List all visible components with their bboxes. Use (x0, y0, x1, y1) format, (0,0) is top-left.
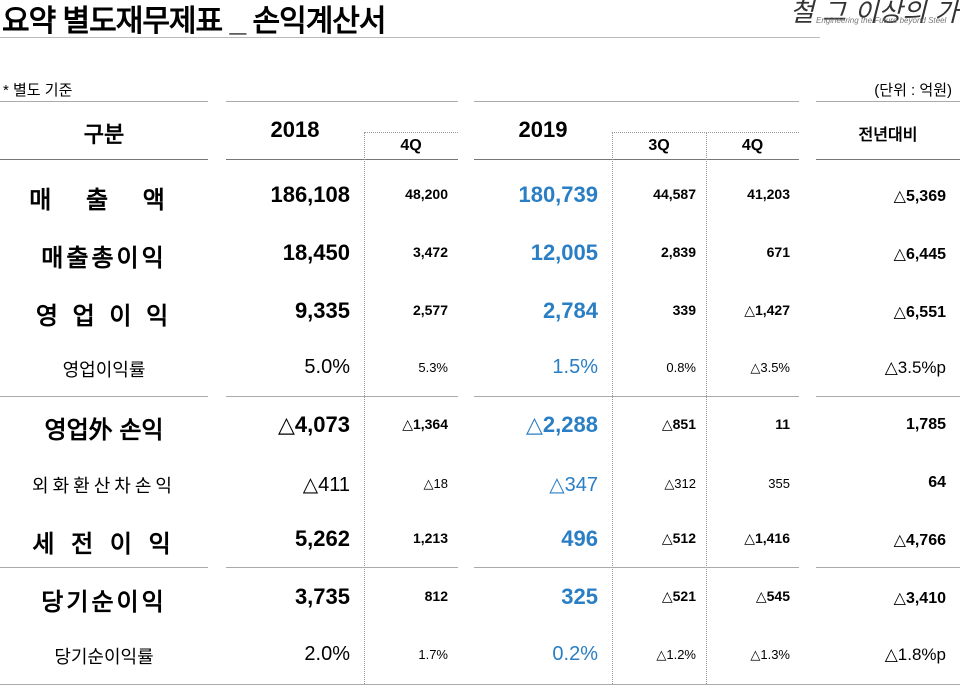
logo-tagline: Engineering the Future beyond Steel (816, 16, 947, 25)
group-divider (816, 567, 960, 568)
operating-margin-yoy: △3.5%p (884, 358, 946, 377)
net-margin-2018-4q: 1.7% (418, 647, 448, 662)
gross-profit-yoy: △6,445 (893, 246, 946, 263)
group-divider (474, 396, 799, 397)
header-2018: 2018 (270, 117, 320, 142)
net-income-2018-4q: 812 (424, 588, 448, 604)
column-divider (364, 132, 365, 684)
operating-margin-2019-4q: △3.5% (750, 360, 790, 375)
net-margin-yoy: △1.8%p (884, 645, 946, 664)
operating-profit-2018: 9,335 (294, 298, 350, 323)
pretax-profit-2018-4q: 1,213 (412, 530, 448, 546)
header-2019-3q: 3Q (648, 137, 670, 154)
basis-note: * 별도 기준 (3, 82, 73, 99)
revenue-2019: 180,739 (518, 182, 598, 207)
header-yoy: 전년대비 (858, 127, 918, 144)
operating-profit-2019-4q: △1,427 (744, 302, 790, 318)
operating-margin-2019: 1.5% (552, 356, 598, 378)
non-operating-2019-3q: △851 (661, 416, 696, 432)
operating-margin-2019-3q: 0.8% (666, 360, 696, 375)
net-margin-2019-3q: △1.2% (656, 647, 696, 662)
header-rule (0, 101, 208, 102)
row-label-net-income: 당기순이익 (41, 589, 167, 616)
pretax-profit-2019: 496 (561, 526, 598, 551)
header-2018-4q: 4Q (400, 137, 422, 154)
gross-profit-2019: 12,005 (530, 240, 598, 265)
fx-translation-2019: △347 (549, 474, 598, 496)
header-bottom-rule (474, 159, 799, 160)
row-label-fx-translation: 외화환산차손익 (32, 476, 176, 496)
revenue-2019-3q: 44,587 (653, 186, 696, 202)
group-divider (474, 567, 799, 568)
title-divider (0, 37, 820, 38)
operating-margin-2018-4q: 5.3% (418, 360, 448, 375)
non-operating-2019: △2,288 (526, 412, 598, 437)
logo-slogan: 철 그 이상의 가치창조 (790, 0, 960, 28)
header-2019: 2019 (518, 117, 568, 142)
row-label-operating-margin: 영업이익률 (62, 360, 146, 380)
operating-profit-yoy: △6,551 (893, 304, 946, 321)
group-divider (816, 396, 960, 397)
operating-profit-2019: 2,784 (542, 298, 598, 323)
pretax-profit-2019-3q: △512 (661, 530, 696, 546)
gross-profit-2019-3q: 2,839 (660, 244, 696, 260)
row-label-non-operating: 영업外 손익 (44, 417, 164, 444)
group-divider (226, 567, 458, 568)
group-divider (0, 396, 208, 397)
net-income-yoy: △3,410 (893, 590, 946, 607)
revenue-2019-4q: 41,203 (747, 186, 790, 202)
page-title: 요약 별도재무제표 _ 손익계산서 (2, 5, 386, 38)
gross-profit-2019-4q: 671 (766, 244, 790, 260)
pretax-profit-2018: 5,262 (294, 526, 350, 551)
company-logo: 철 그 이상의 가치창조 Engineering the Future beyo… (780, 0, 960, 36)
header-bottom-rule (0, 159, 208, 160)
header-2019-4q: 4Q (741, 137, 764, 154)
header-rule (226, 101, 458, 102)
revenue-2018-4q: 48,200 (405, 186, 448, 202)
fx-translation-2018: △411 (302, 474, 350, 496)
row-label-pretax-profit: 세 전 이 익 (32, 531, 176, 558)
net-margin-2019-4q: △1.3% (750, 647, 790, 662)
net-income-2019-3q: △521 (661, 588, 696, 604)
gross-profit-2018: 18,450 (282, 240, 350, 265)
column-divider (612, 132, 613, 684)
column-divider (706, 132, 707, 684)
revenue-2018: 186,108 (270, 182, 350, 207)
net-income-2019-4q: △545 (755, 588, 790, 604)
quarter-rule (612, 132, 799, 134)
header-rule (474, 101, 799, 102)
pretax-profit-2019-4q: △1,416 (744, 530, 790, 546)
unit-note: (단위 : 억원) (874, 82, 952, 99)
row-label-revenue: 매 출 액 (29, 187, 179, 214)
header-rule (816, 101, 960, 102)
non-operating-2019-4q: 11 (775, 416, 790, 432)
group-divider (226, 396, 458, 397)
fx-translation-yoy: 64 (928, 474, 946, 491)
row-label-operating-profit: 영 업 이 익 (35, 303, 173, 330)
operating-profit-2019-3q: 339 (672, 302, 696, 318)
quarter-rule (364, 132, 458, 134)
header-category: 구분 (83, 122, 125, 147)
pretax-profit-yoy: △4,766 (893, 532, 946, 549)
header-bottom-rule (226, 159, 458, 160)
fx-translation-2018-4q: △18 (423, 476, 448, 491)
net-margin-2019: 0.2% (552, 643, 598, 665)
net-margin-2018: 2.0% (304, 643, 350, 665)
net-income-2019: 325 (561, 584, 598, 609)
group-divider (0, 567, 208, 568)
net-income-2018: 3,735 (294, 584, 350, 609)
row-label-net-margin: 당기순이익률 (54, 647, 154, 667)
gross-profit-2018-4q: 3,472 (412, 244, 448, 260)
non-operating-yoy: 1,785 (905, 416, 946, 433)
row-label-gross-profit: 매출총이익 (41, 245, 167, 272)
operating-margin-2018: 5.0% (304, 356, 350, 378)
non-operating-2018: △4,073 (278, 412, 350, 437)
header-bottom-rule (816, 159, 960, 160)
operating-profit-2018-4q: 2,577 (412, 302, 448, 318)
non-operating-2018-4q: △1,364 (402, 416, 448, 432)
revenue-yoy: △5,369 (893, 188, 946, 205)
fx-translation-2019-4q: 355 (768, 476, 790, 491)
fx-translation-2019-3q: △312 (664, 476, 696, 491)
